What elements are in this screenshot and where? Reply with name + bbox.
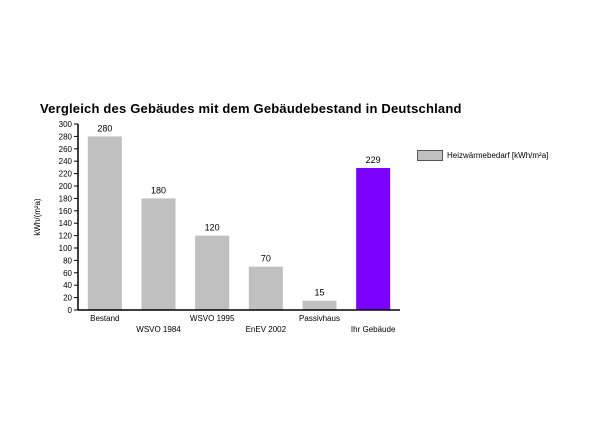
data-label: 70 xyxy=(261,254,271,264)
y-tick-label: 140 xyxy=(59,219,73,228)
data-label: 15 xyxy=(314,288,324,298)
y-tick-label: 260 xyxy=(59,145,73,154)
y-tick-label: 80 xyxy=(63,256,72,265)
bar xyxy=(302,300,337,310)
x-tick-label: Bestand xyxy=(90,314,119,323)
x-tick-label: Ihr Gebäude xyxy=(351,325,396,334)
bar xyxy=(141,198,176,310)
bar xyxy=(356,168,391,310)
legend: Heizwärmebedarf [kWh/m²a] xyxy=(417,150,548,161)
y-tick-label: 240 xyxy=(59,157,73,166)
y-tick-label: 300 xyxy=(59,120,73,129)
data-label: 229 xyxy=(366,155,381,165)
data-label: 180 xyxy=(151,185,166,195)
y-tick-label: 100 xyxy=(59,244,73,253)
x-tick-label: EnEV 2002 xyxy=(246,325,287,334)
data-label: 280 xyxy=(97,123,112,133)
y-tick-label: 120 xyxy=(59,232,73,241)
x-tick-label: Passivhaus xyxy=(299,314,340,323)
bar xyxy=(248,266,283,310)
x-tick-label: WSVO 1995 xyxy=(190,314,235,323)
data-label: 120 xyxy=(205,223,220,233)
y-tick-label: 180 xyxy=(59,194,73,203)
y-tick-label: 160 xyxy=(59,207,73,216)
chart-title: Vergleich des Gebäudes mit dem Gebäudebe… xyxy=(40,101,462,116)
y-tick-label: 280 xyxy=(59,132,73,141)
y-tick-label: 40 xyxy=(63,281,72,290)
bar xyxy=(195,235,230,310)
y-tick-label: 200 xyxy=(59,182,73,191)
y-tick-label: 60 xyxy=(63,269,72,278)
y-tick-label: 20 xyxy=(63,294,72,303)
legend-swatch xyxy=(417,150,443,161)
y-axis-label: kWh/(m²a) xyxy=(33,198,42,236)
y-tick-label: 0 xyxy=(68,306,73,315)
y-tick-label: 220 xyxy=(59,170,73,179)
bar xyxy=(87,136,122,310)
x-tick-label: WSVO 1984 xyxy=(136,325,181,334)
legend-label: Heizwärmebedarf [kWh/m²a] xyxy=(447,151,549,160)
